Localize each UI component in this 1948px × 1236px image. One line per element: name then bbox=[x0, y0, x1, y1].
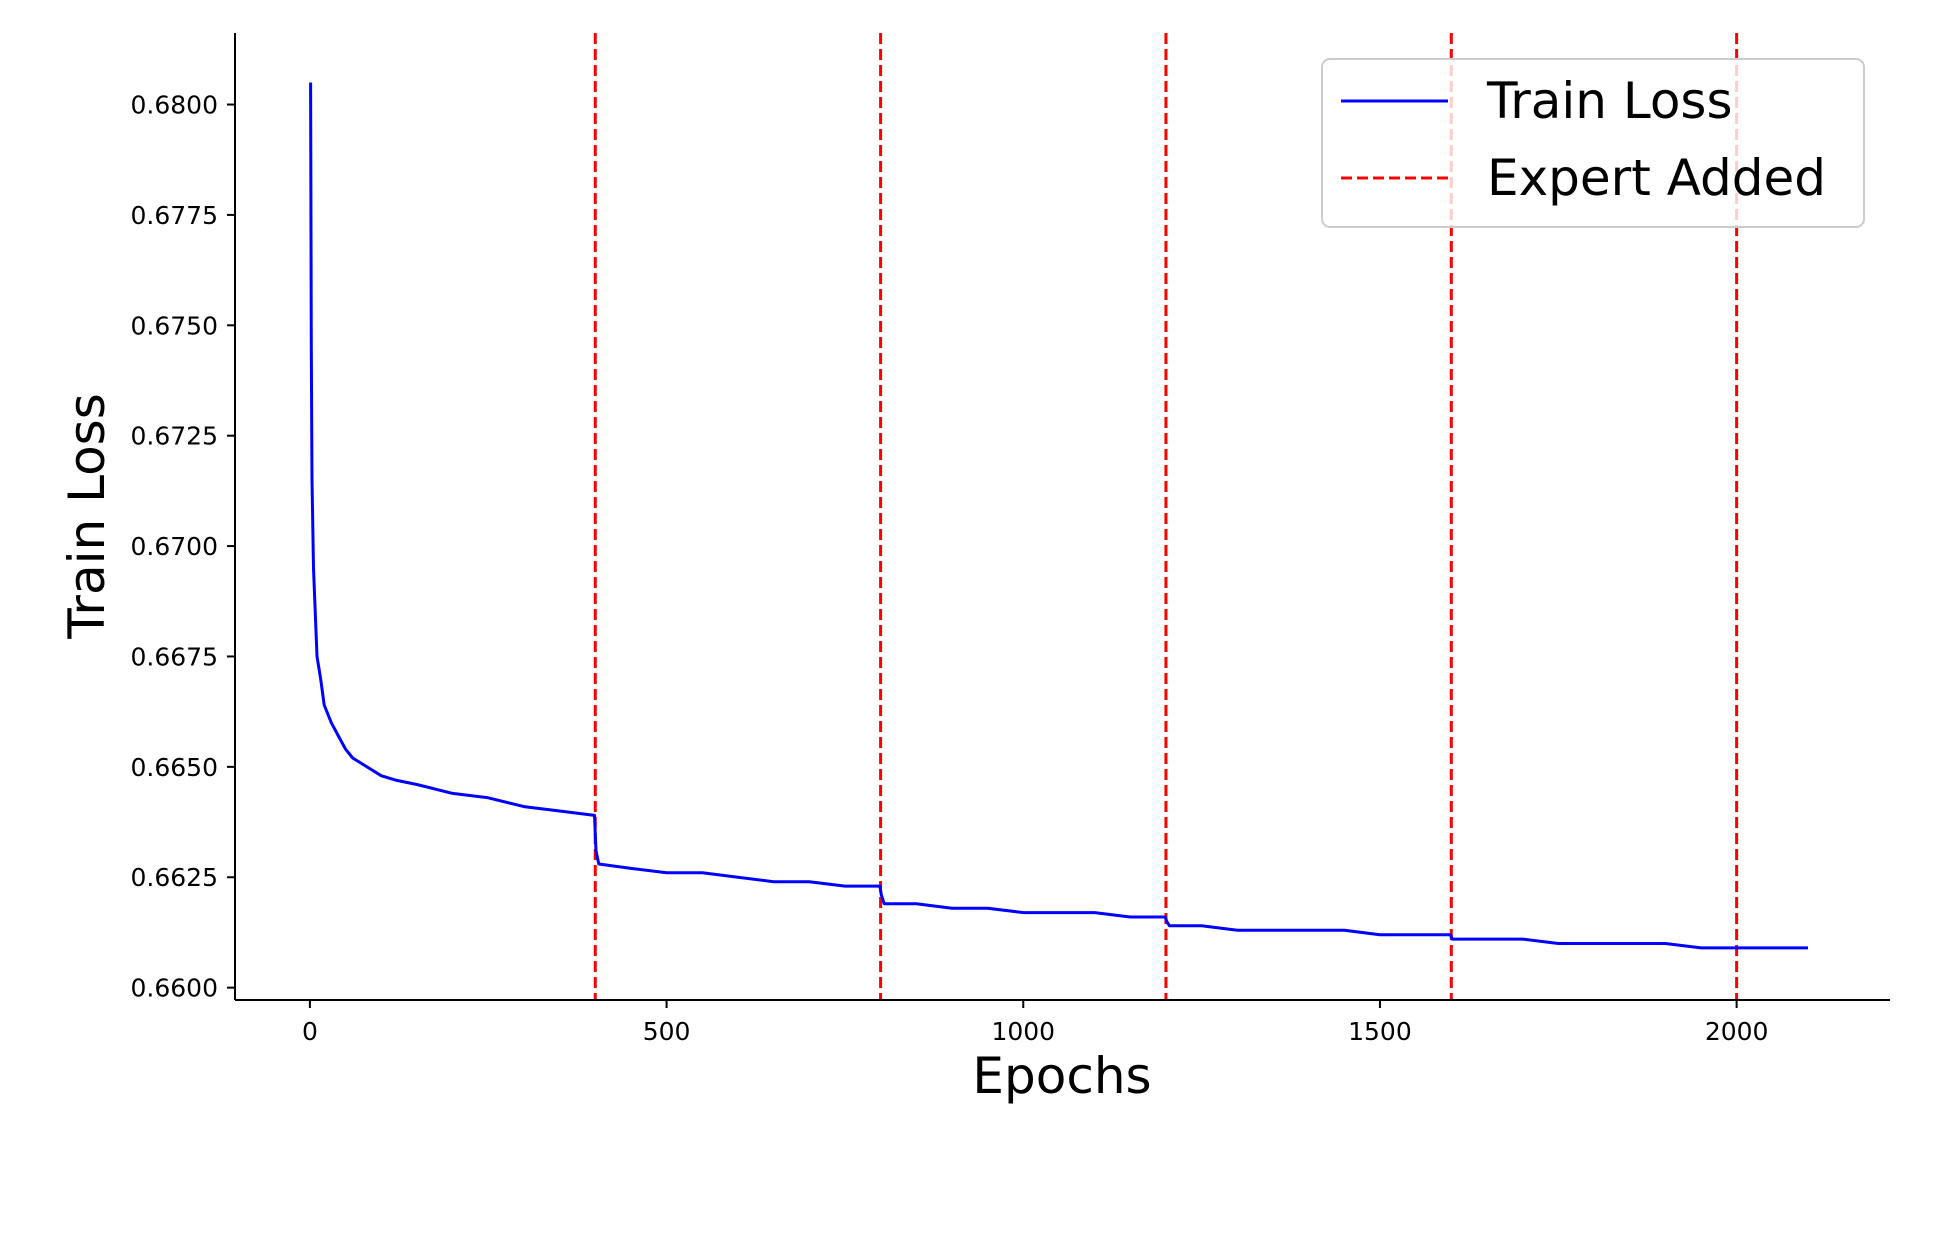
train-loss-series bbox=[309, 82, 1808, 950]
y-tick-label: 0.6700 bbox=[131, 532, 218, 561]
x-tick-label: 1000 bbox=[991, 1017, 1055, 1046]
x-tick-label: 0 bbox=[302, 1017, 318, 1046]
train-loss-line bbox=[309, 82, 1808, 950]
y-axis-ticks: 0.6600 0.6625 0.6650 0.6675 0.6700 0.6725 0.67… bbox=[131, 91, 235, 1003]
y-tick-label: 0.6600 bbox=[131, 974, 218, 1003]
y-tick-label: 0.6800 bbox=[131, 91, 218, 120]
legend-frame bbox=[1321, 58, 1865, 228]
legend-train-loss-label: Train Loss bbox=[1486, 72, 1733, 130]
legend: Train Loss Expert Added bbox=[1321, 58, 1865, 228]
x-tick-label: 1500 bbox=[1348, 1017, 1412, 1046]
y-tick-label: 0.6725 bbox=[131, 422, 218, 451]
y-tick-label: 0.6650 bbox=[131, 753, 218, 782]
y-tick-label: 0.6775 bbox=[131, 201, 218, 230]
x-tick-label: 2000 bbox=[1705, 1017, 1769, 1046]
y-tick-label: 0.6675 bbox=[131, 642, 218, 671]
x-tick-label: 500 bbox=[643, 1017, 691, 1046]
y-tick-label: 0.6625 bbox=[131, 863, 218, 892]
x-axis-title: Epochs bbox=[972, 1047, 1151, 1105]
legend-expert-added-label: Expert Added bbox=[1487, 149, 1826, 207]
y-axis-title: Train Loss bbox=[58, 393, 116, 640]
x-axis-ticks: 0 500 1000 1500 2000 bbox=[302, 1000, 1768, 1046]
y-tick-label: 0.6750 bbox=[131, 311, 218, 340]
